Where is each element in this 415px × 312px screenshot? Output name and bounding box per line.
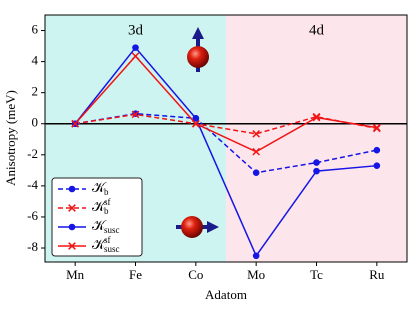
marker — [131, 110, 140, 119]
legend-subscript: susc — [104, 244, 120, 254]
x-tick-label: Tc — [310, 267, 323, 282]
marker — [373, 162, 381, 169]
x-tick-label: Co — [188, 267, 203, 282]
y-tick-label: 0 — [32, 115, 39, 130]
marker — [313, 167, 320, 175]
plot-frame — [44, 14, 408, 263]
legend-subscript: b — [104, 206, 109, 216]
legend-superscript: sf — [104, 197, 111, 207]
marker — [252, 252, 260, 260]
marker — [68, 185, 76, 193]
y-tick-label: 4 — [32, 53, 39, 68]
legend-symbol: 𝒦 — [92, 200, 107, 215]
region-background — [226, 15, 407, 262]
legend-symbol: 𝒦 — [92, 238, 107, 253]
legend-symbol: 𝒦 — [92, 181, 107, 196]
marker — [252, 130, 260, 138]
marker — [252, 147, 260, 156]
region-label: 4d — [309, 22, 325, 38]
legend-subscript: susc — [104, 225, 120, 235]
y-tick-label: -4 — [27, 177, 38, 192]
marker — [132, 44, 139, 51]
x-tick-label: Mo — [247, 267, 265, 282]
x-tick-label: Fe — [129, 267, 142, 282]
marker — [252, 169, 260, 176]
marker — [192, 119, 200, 128]
legend-label: 𝒦bsf — [92, 197, 111, 216]
legend-symbol: 𝒦 — [92, 219, 107, 234]
marker — [68, 204, 76, 212]
x-axis-label: Adatom — [205, 287, 247, 302]
marker — [313, 159, 320, 166]
y-tick-label: 2 — [32, 84, 39, 99]
legend-label: 𝒦suscsf — [92, 235, 120, 254]
marker — [373, 123, 381, 132]
series-line — [74, 46, 377, 258]
y-tick-label: -6 — [27, 208, 38, 223]
marker — [68, 242, 76, 250]
series-line — [74, 55, 377, 153]
marker — [192, 115, 200, 122]
marker — [373, 146, 381, 154]
spin-icons — [176, 27, 219, 238]
legend-label: 𝒦susc — [92, 219, 120, 235]
legend-superscript: sf — [104, 235, 111, 245]
marker — [131, 52, 140, 60]
y-tick-label: -8 — [27, 239, 38, 254]
marker — [71, 119, 79, 128]
x-tick-label: Mn — [66, 267, 85, 282]
marker — [68, 223, 76, 231]
legend-label: 𝒦b — [92, 181, 109, 197]
y-tick-label: 6 — [32, 22, 39, 37]
marker — [312, 113, 321, 122]
y-tick-label: -2 — [27, 146, 38, 161]
x-tick-label: Ru — [369, 267, 385, 282]
region-label: 3d — [128, 22, 144, 38]
legend-subscript: b — [104, 187, 109, 197]
legend-box — [51, 177, 143, 257]
y-axis-label: Anisotropy (meV) — [3, 90, 18, 186]
